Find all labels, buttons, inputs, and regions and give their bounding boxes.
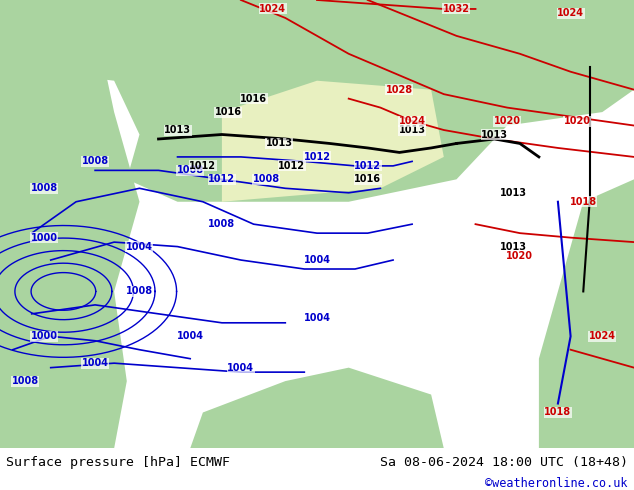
Text: 1024: 1024 — [399, 116, 425, 126]
Text: 1008: 1008 — [126, 287, 153, 296]
Text: 1020: 1020 — [564, 116, 590, 126]
Polygon shape — [0, 0, 634, 202]
Text: 1016: 1016 — [240, 94, 267, 104]
Text: 1000: 1000 — [31, 331, 58, 341]
Circle shape — [30, 398, 46, 409]
Text: 1008: 1008 — [177, 165, 204, 175]
Text: 1008: 1008 — [82, 156, 108, 167]
Text: 1008: 1008 — [209, 219, 235, 229]
Circle shape — [18, 412, 33, 422]
Text: 1013: 1013 — [399, 125, 425, 135]
Text: 1024: 1024 — [557, 8, 584, 19]
Polygon shape — [190, 368, 444, 448]
Text: 1028: 1028 — [386, 85, 413, 95]
Text: 1004: 1004 — [177, 331, 204, 341]
Text: 1016: 1016 — [215, 107, 242, 117]
Text: 1013: 1013 — [500, 242, 527, 251]
Text: 1008: 1008 — [12, 376, 39, 386]
Text: 1012: 1012 — [190, 161, 216, 171]
Text: 1000: 1000 — [31, 233, 58, 243]
Text: 1018: 1018 — [545, 408, 571, 417]
Text: 1008: 1008 — [253, 174, 280, 184]
Text: 1020: 1020 — [507, 250, 533, 261]
Text: 1013: 1013 — [500, 188, 527, 198]
Circle shape — [11, 389, 27, 400]
Text: 1013: 1013 — [481, 129, 508, 140]
Text: 1032: 1032 — [443, 4, 470, 14]
Text: 1024: 1024 — [259, 4, 286, 14]
Text: Surface pressure [hPa] ECMWF: Surface pressure [hPa] ECMWF — [6, 456, 230, 469]
Text: 1004: 1004 — [228, 363, 254, 373]
Text: 1004: 1004 — [304, 313, 330, 323]
Text: Sa 08-06-2024 18:00 UTC (18+48): Sa 08-06-2024 18:00 UTC (18+48) — [380, 456, 628, 469]
Text: 1012: 1012 — [209, 174, 235, 184]
Text: 1013: 1013 — [266, 139, 292, 148]
Text: 1020: 1020 — [494, 116, 521, 126]
Text: 1004: 1004 — [82, 358, 108, 368]
Polygon shape — [0, 23, 139, 448]
Text: 1012: 1012 — [304, 152, 330, 162]
Text: ©weatheronline.co.uk: ©weatheronline.co.uk — [485, 477, 628, 490]
Text: 1012: 1012 — [354, 161, 381, 171]
Circle shape — [43, 407, 58, 418]
Text: 1018: 1018 — [570, 197, 597, 207]
Text: 1004: 1004 — [304, 255, 330, 265]
Polygon shape — [539, 179, 634, 448]
Text: 1012: 1012 — [278, 161, 305, 171]
Text: 1016: 1016 — [354, 174, 381, 184]
Text: 1024: 1024 — [589, 331, 616, 341]
Polygon shape — [222, 81, 444, 202]
Text: 1013: 1013 — [164, 125, 191, 135]
Text: 1004: 1004 — [126, 242, 153, 251]
Text: 1008: 1008 — [31, 183, 58, 194]
